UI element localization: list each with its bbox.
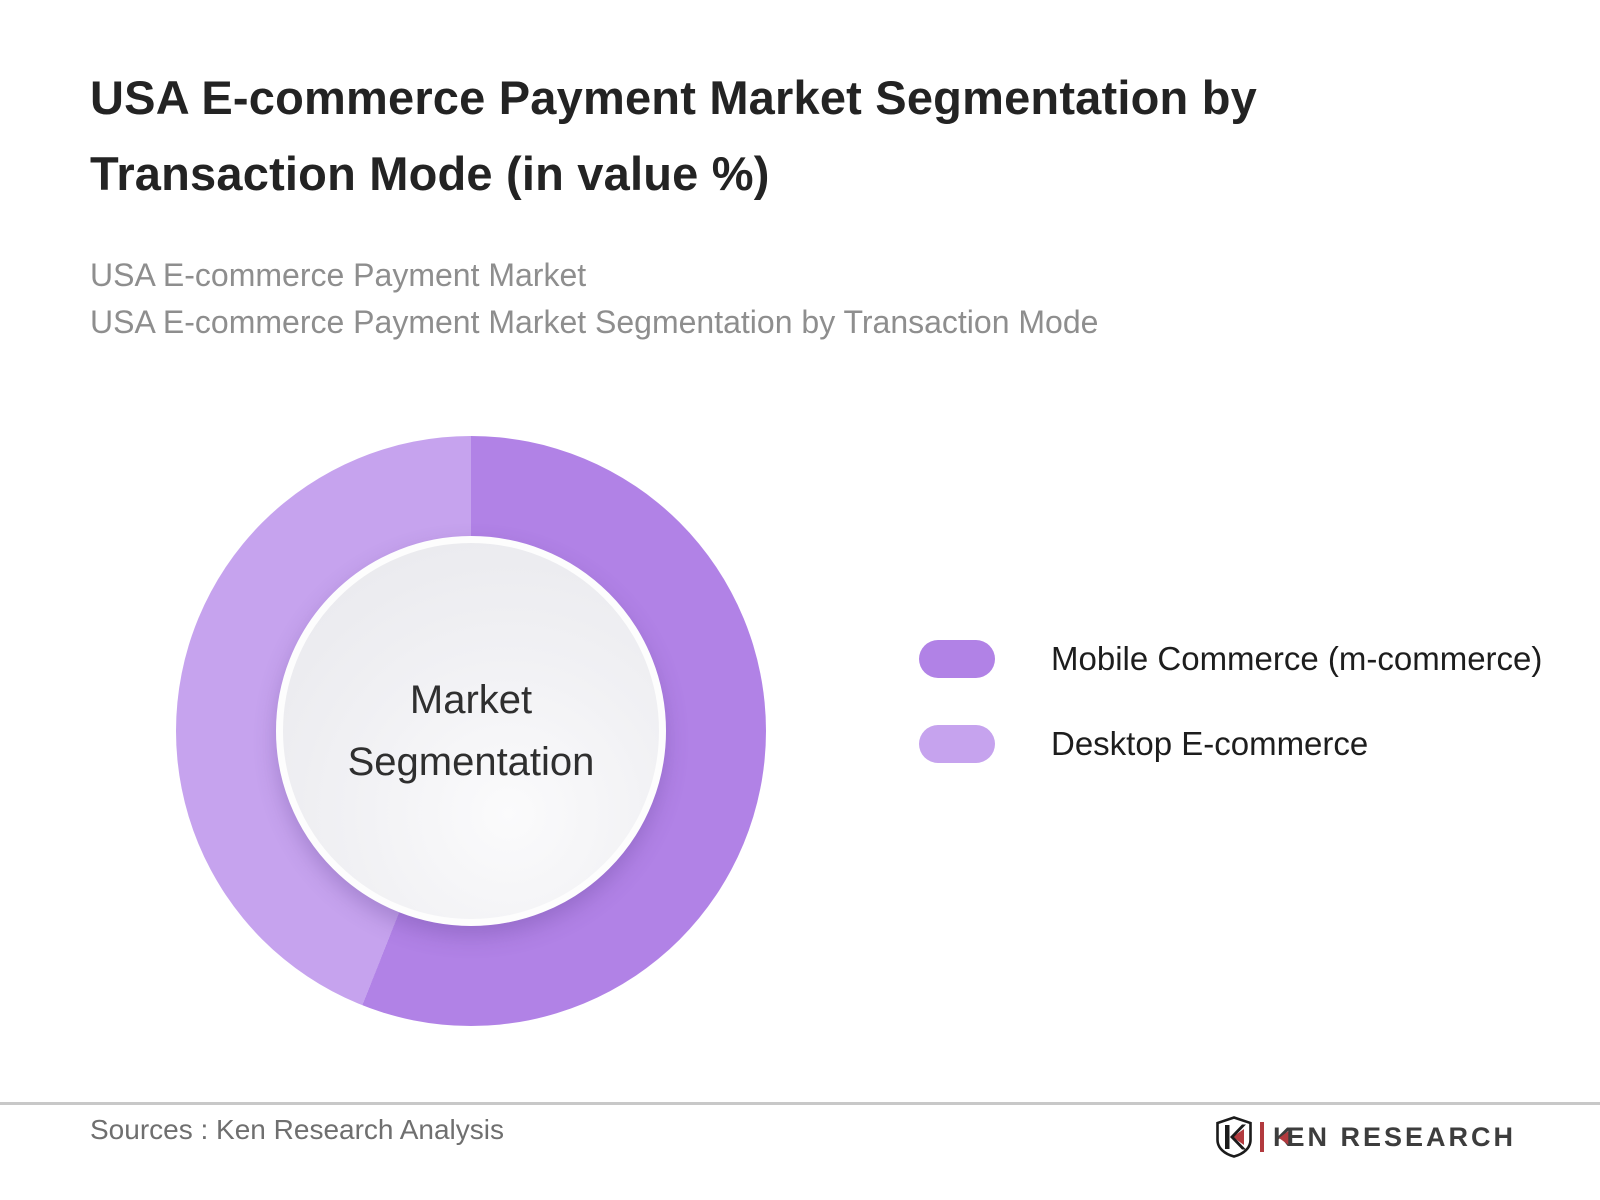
logo-divider-bar <box>1259 1122 1264 1152</box>
legend-swatch-mobile-commerce <box>919 640 995 678</box>
ken-research-logo: K EN RESEARCH <box>1215 1116 1516 1158</box>
logo-text-rest: EN RESEARCH <box>1286 1121 1516 1152</box>
subtitle: USA E-commerce Payment Market USA E-comm… <box>90 252 1490 346</box>
donut-chart: Market Segmentation <box>176 436 766 1026</box>
ken-research-shield-icon <box>1216 1116 1252 1158</box>
footer-divider <box>0 1102 1600 1105</box>
subtitle-line-2: USA E-commerce Payment Market Segmentati… <box>90 304 1099 340</box>
legend-item-mobile-commerce: Mobile Commerce (m-commerce) <box>919 640 1542 678</box>
sources-text: Sources : Ken Research Analysis <box>90 1114 504 1145</box>
donut-center-label: Market Segmentation <box>347 678 595 784</box>
subtitle-line-1: USA E-commerce Payment Market <box>90 257 587 293</box>
page-title: USA E-commerce Payment Market Segmentati… <box>90 71 1257 200</box>
chart-legend: Mobile Commerce (m-commerce) Desktop E-c… <box>919 640 1542 810</box>
red-arrow-icon <box>1279 1130 1291 1146</box>
legend-label-desktop-ecommerce: Desktop E-commerce <box>1051 725 1369 762</box>
legend-label-mobile-commerce: Mobile Commerce (m-commerce) <box>1051 640 1543 677</box>
logo-text: K EN RESEARCH <box>1273 1122 1516 1153</box>
legend-item-desktop-ecommerce: Desktop E-commerce <box>919 725 1542 763</box>
donut-center-disc: Market Segmentation <box>276 536 666 926</box>
legend-swatch-desktop-ecommerce <box>919 725 995 763</box>
